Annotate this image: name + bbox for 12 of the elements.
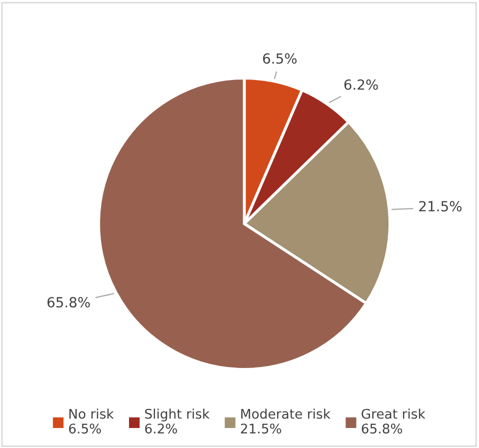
legend-label: Great risk bbox=[362, 408, 426, 419]
legend-label: Slight risk bbox=[145, 408, 210, 422]
text: 21.5% bbox=[240, 424, 282, 434]
data-label: 21.5% bbox=[419, 200, 462, 212]
data-label: 6.2% bbox=[344, 79, 378, 90]
legend-label: No risk bbox=[69, 408, 114, 419]
text: 6.5% bbox=[69, 424, 101, 434]
legend-label: Moderate risk bbox=[241, 408, 330, 419]
text: 65.8% bbox=[362, 424, 402, 434]
data-label: 65.8% bbox=[47, 296, 90, 308]
text: 6.2% bbox=[145, 424, 177, 434]
data-label: 6.5% bbox=[263, 53, 297, 64]
